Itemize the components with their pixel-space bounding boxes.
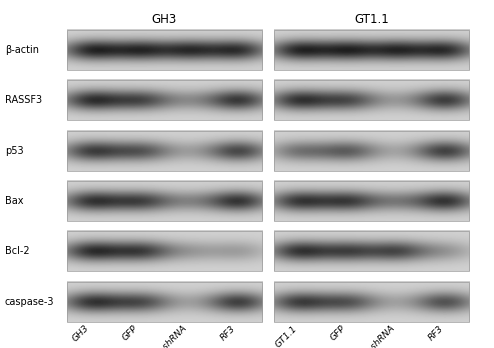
Bar [67, 80, 262, 120]
Bar [67, 30, 262, 70]
Bar [274, 282, 469, 322]
Text: GH3: GH3 [71, 324, 91, 344]
Bar [67, 181, 262, 221]
Text: β-actin: β-actin [5, 45, 39, 55]
Text: GT1.1: GT1.1 [354, 13, 389, 26]
Text: GH3: GH3 [152, 13, 177, 26]
Text: RASSF3: RASSF3 [5, 95, 42, 105]
Bar [274, 130, 469, 171]
Bar [67, 130, 262, 171]
Text: p53: p53 [5, 145, 24, 156]
Text: GFP: GFP [329, 324, 347, 342]
Text: RF3: RF3 [426, 324, 445, 342]
Text: Bax: Bax [5, 196, 23, 206]
Bar [274, 80, 469, 120]
Bar [274, 30, 469, 70]
Text: GFP: GFP [121, 324, 140, 342]
Text: GT1.1: GT1.1 [273, 324, 298, 348]
Bar [274, 181, 469, 221]
Text: RF3 shRNA: RF3 shRNA [147, 324, 189, 348]
Text: RF3: RF3 [219, 324, 238, 342]
Bar [67, 231, 262, 271]
Text: RF3 shRNA: RF3 shRNA [355, 324, 396, 348]
Bar [274, 231, 469, 271]
Text: Bcl-2: Bcl-2 [5, 246, 30, 256]
Bar [67, 282, 262, 322]
Text: caspase-3: caspase-3 [5, 297, 54, 307]
